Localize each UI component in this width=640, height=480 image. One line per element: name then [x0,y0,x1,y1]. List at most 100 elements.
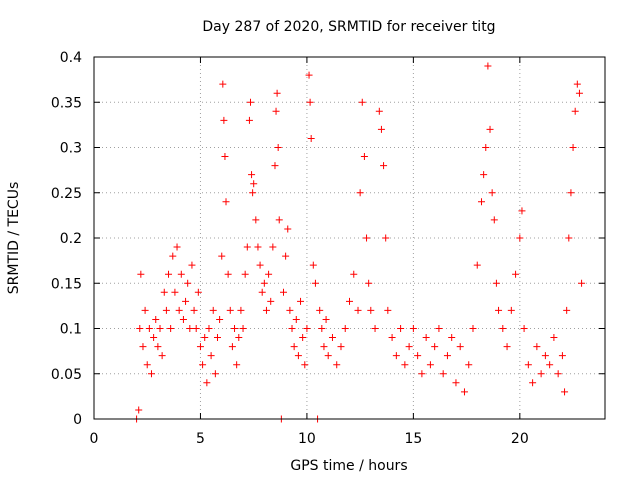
data-point [222,198,230,206]
data-point [177,270,185,278]
data-point [305,71,313,79]
data-point [512,270,520,278]
data-point [452,379,460,387]
data-point [443,352,451,360]
data-point [137,270,145,278]
data-point [333,361,341,369]
data-point [320,343,328,351]
data-point [269,243,277,251]
data-point [499,325,507,332]
x-tick-label: 0 [90,431,99,447]
data-point [245,116,253,124]
data-point [318,325,326,332]
data-point [484,62,492,70]
data-point [194,288,202,296]
data-point [139,343,147,351]
data-point [211,370,219,378]
data-point [209,306,217,314]
data-point [224,270,232,278]
data-point [226,306,234,314]
data-point [237,306,245,314]
data-point [503,343,511,351]
data-point [292,315,300,323]
data-point [346,297,353,305]
data-point [165,270,173,278]
data-point [375,107,383,115]
data-point [162,306,170,314]
data-point [254,243,262,251]
data-point [520,325,528,332]
data-point [492,279,500,287]
data-point [260,279,268,287]
data-point [350,270,358,278]
data-point [384,306,392,314]
data-point [358,98,366,106]
data-point [203,379,211,387]
data-point [571,107,579,115]
data-point [290,343,298,351]
data-point [414,352,422,360]
data-point [228,343,236,351]
chart-title: Day 287 of 2020, SRMTID for receiver tit… [202,19,495,35]
data-point [465,361,473,369]
data-point [303,325,311,332]
data-point [563,306,571,314]
data-point [480,171,488,179]
data-point [431,343,439,351]
data-point [392,352,400,360]
data-point [354,306,362,314]
data-point [529,379,537,387]
data-point [550,334,558,342]
data-point [145,325,153,332]
data-point [575,89,583,97]
data-point [241,270,249,278]
data-point [150,334,158,342]
data-point [196,343,204,351]
data-point [199,361,207,369]
data-point [192,325,200,332]
data-point [360,153,368,161]
data-point [271,162,279,170]
data-point [322,315,330,323]
data-point [299,334,307,342]
y-tick-label: 0.15 [51,276,82,292]
data-point [220,116,228,124]
data-point [405,343,413,351]
data-point [243,243,251,251]
data-point [388,334,396,342]
data-point [507,306,515,314]
data-point [469,325,477,332]
data-point [233,361,241,369]
data-point [482,144,490,151]
data-point [306,98,314,106]
data-point [152,315,160,323]
data-point [256,261,264,269]
x-tick-label: 5 [196,431,205,447]
data-point [279,288,287,296]
data-point [578,279,586,287]
data-point [558,352,566,360]
data-point [141,306,149,314]
data-point [201,334,209,342]
data-point [216,315,224,323]
data-point [252,216,260,224]
data-point [495,306,503,314]
data-point [160,288,168,296]
data-point [274,144,282,151]
data-point [205,325,213,332]
data-point [486,125,494,133]
data-point [171,288,179,296]
data-point [537,370,545,378]
data-point [235,334,243,342]
data-point [218,252,226,260]
data-point [147,370,155,378]
x-axis-label: GPS time / hours [290,458,407,474]
y-tick-label: 0.4 [60,50,82,66]
data-point [422,334,430,342]
data-point [213,334,221,342]
data-point [382,234,390,242]
data-point [143,361,151,369]
data-point [169,252,177,260]
data-point [249,189,257,197]
data-point [518,207,526,215]
